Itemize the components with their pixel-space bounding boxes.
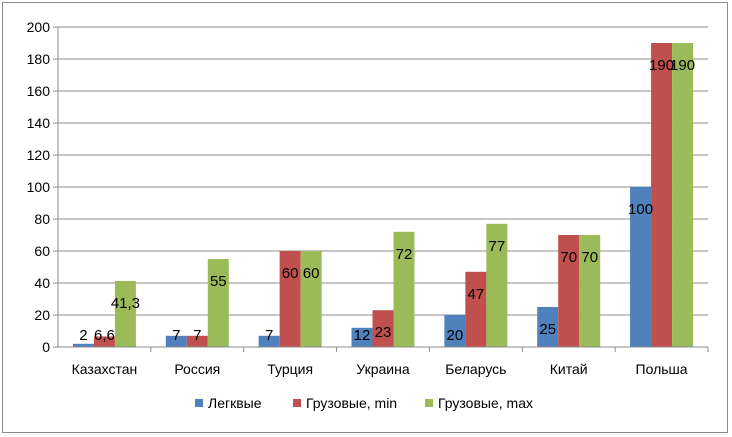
bar bbox=[537, 307, 559, 347]
y-tick-label: 140 bbox=[27, 115, 51, 131]
y-tick-label: 100 bbox=[27, 179, 51, 195]
x-tick-label: Украина bbox=[356, 361, 410, 377]
bar bbox=[486, 223, 508, 347]
data-label: 190 bbox=[649, 57, 674, 74]
y-tick-label: 160 bbox=[27, 83, 51, 99]
x-tick-label: Турция bbox=[267, 361, 313, 377]
bar bbox=[672, 43, 694, 347]
gridlines bbox=[58, 26, 708, 348]
y-tick-label: 200 bbox=[27, 19, 51, 35]
data-label: 60 bbox=[282, 265, 299, 282]
x-tick-label: Казахстан bbox=[72, 361, 138, 377]
bar bbox=[165, 335, 187, 347]
y-tick-label: 60 bbox=[34, 243, 50, 259]
bar bbox=[300, 251, 322, 347]
data-label: 60 bbox=[303, 265, 320, 282]
y-tick-label: 120 bbox=[27, 147, 51, 163]
legend-label: Грузовые, max bbox=[438, 395, 533, 411]
data-label: 7 bbox=[193, 327, 201, 344]
x-axis: Казахстан Россия Турция Украина Беларусь Кита… bbox=[58, 346, 709, 377]
data-label: 47 bbox=[468, 286, 485, 303]
data-label: 100 bbox=[628, 201, 653, 218]
bar bbox=[465, 271, 487, 347]
data-label: 20 bbox=[447, 327, 464, 344]
bar bbox=[207, 259, 229, 347]
data-label: 72 bbox=[396, 246, 413, 263]
y-axis: 0 20 40 60 80 100 120 140 160 180 200 bbox=[27, 19, 59, 355]
data-label: 6,6 bbox=[94, 327, 115, 344]
legend-label: Грузовые, min bbox=[306, 395, 397, 411]
y-tick-label: 180 bbox=[27, 51, 51, 67]
data-label: 2 bbox=[79, 327, 87, 344]
data-label: 70 bbox=[560, 249, 577, 266]
data-label: 12 bbox=[354, 327, 371, 344]
bar bbox=[258, 335, 280, 347]
legend-swatch bbox=[425, 399, 433, 407]
bar bbox=[651, 43, 673, 347]
bar bbox=[186, 335, 208, 347]
bar bbox=[558, 235, 580, 347]
bar bbox=[579, 235, 601, 347]
x-tick-label: Китай bbox=[550, 361, 588, 377]
data-label: 23 bbox=[375, 324, 392, 341]
data-label: 7 bbox=[265, 327, 273, 344]
bar bbox=[279, 251, 301, 347]
y-tick-label: 20 bbox=[34, 307, 50, 323]
data-label: 77 bbox=[489, 238, 506, 255]
y-tick-label: 40 bbox=[34, 275, 50, 291]
bar bbox=[444, 315, 466, 347]
bar bbox=[114, 280, 136, 347]
bars bbox=[72, 43, 694, 347]
bar bbox=[372, 310, 394, 347]
legend-swatch bbox=[195, 399, 203, 407]
data-label: 70 bbox=[581, 249, 598, 266]
bar bbox=[93, 336, 115, 347]
legend-label: Легквые bbox=[208, 395, 262, 411]
data-label: 190 bbox=[670, 57, 695, 74]
data-label: 41,3 bbox=[111, 295, 140, 312]
bar bbox=[630, 187, 652, 347]
bar bbox=[393, 231, 415, 347]
chart-frame bbox=[2, 2, 728, 433]
data-label: 25 bbox=[539, 321, 556, 338]
y-tick-label: 0 bbox=[42, 339, 50, 355]
bar bbox=[351, 327, 373, 347]
legend: Легквые Грузовые, min Грузовые, max bbox=[195, 395, 533, 411]
x-tick-label: Польша bbox=[636, 361, 688, 377]
x-tick-label: Беларусь bbox=[445, 361, 506, 377]
data-label: 7 bbox=[172, 327, 180, 344]
data-label: 55 bbox=[210, 273, 227, 290]
legend-swatch bbox=[293, 399, 301, 407]
x-tick-label: Россия bbox=[174, 361, 220, 377]
bar bbox=[72, 343, 94, 347]
y-tick-label: 80 bbox=[34, 211, 50, 227]
